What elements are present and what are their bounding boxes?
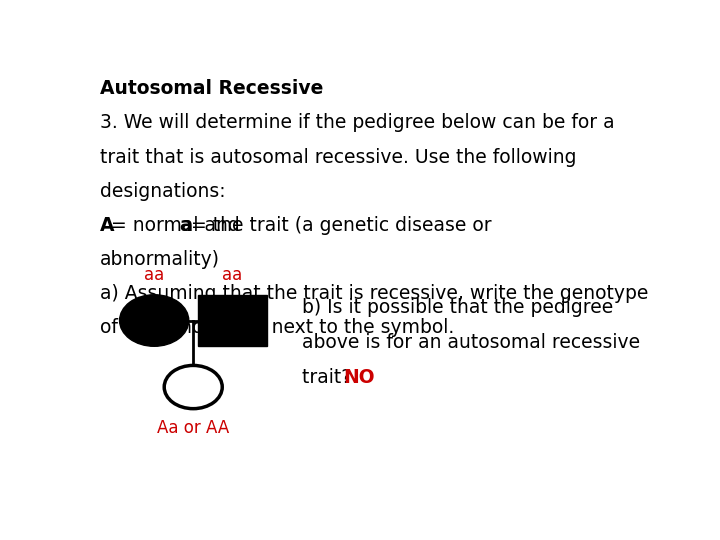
Text: trait that is autosomal recessive. Use the following: trait that is autosomal recessive. Use t… xyxy=(100,147,577,166)
Text: of each individual next to the symbol.: of each individual next to the symbol. xyxy=(100,318,454,337)
Text: a: a xyxy=(179,216,192,235)
Text: = the trait (a genetic disease or: = the trait (a genetic disease or xyxy=(185,216,492,235)
Bar xyxy=(198,295,267,346)
Text: 3. We will determine if the pedigree below can be for a: 3. We will determine if the pedigree bel… xyxy=(100,113,615,132)
Text: Aa or AA: Aa or AA xyxy=(157,419,230,437)
Text: A: A xyxy=(100,216,114,235)
Text: Autosomal Recessive: Autosomal Recessive xyxy=(100,79,323,98)
Circle shape xyxy=(164,366,222,409)
Text: = normal and: = normal and xyxy=(105,216,246,235)
Text: b) Is it possible that the pedigree: b) Is it possible that the pedigree xyxy=(302,298,613,316)
Circle shape xyxy=(120,295,189,346)
Text: aa: aa xyxy=(144,266,164,285)
Text: aa: aa xyxy=(222,266,243,285)
Text: a) Assuming that the trait is recessive, write the genotype: a) Assuming that the trait is recessive,… xyxy=(100,284,649,303)
Text: NO: NO xyxy=(343,368,375,387)
Text: above is for an autosomal recessive: above is for an autosomal recessive xyxy=(302,333,640,352)
Text: trait?: trait? xyxy=(302,368,369,387)
Text: designations:: designations: xyxy=(100,181,225,201)
Text: abnormality): abnormality) xyxy=(100,250,220,269)
